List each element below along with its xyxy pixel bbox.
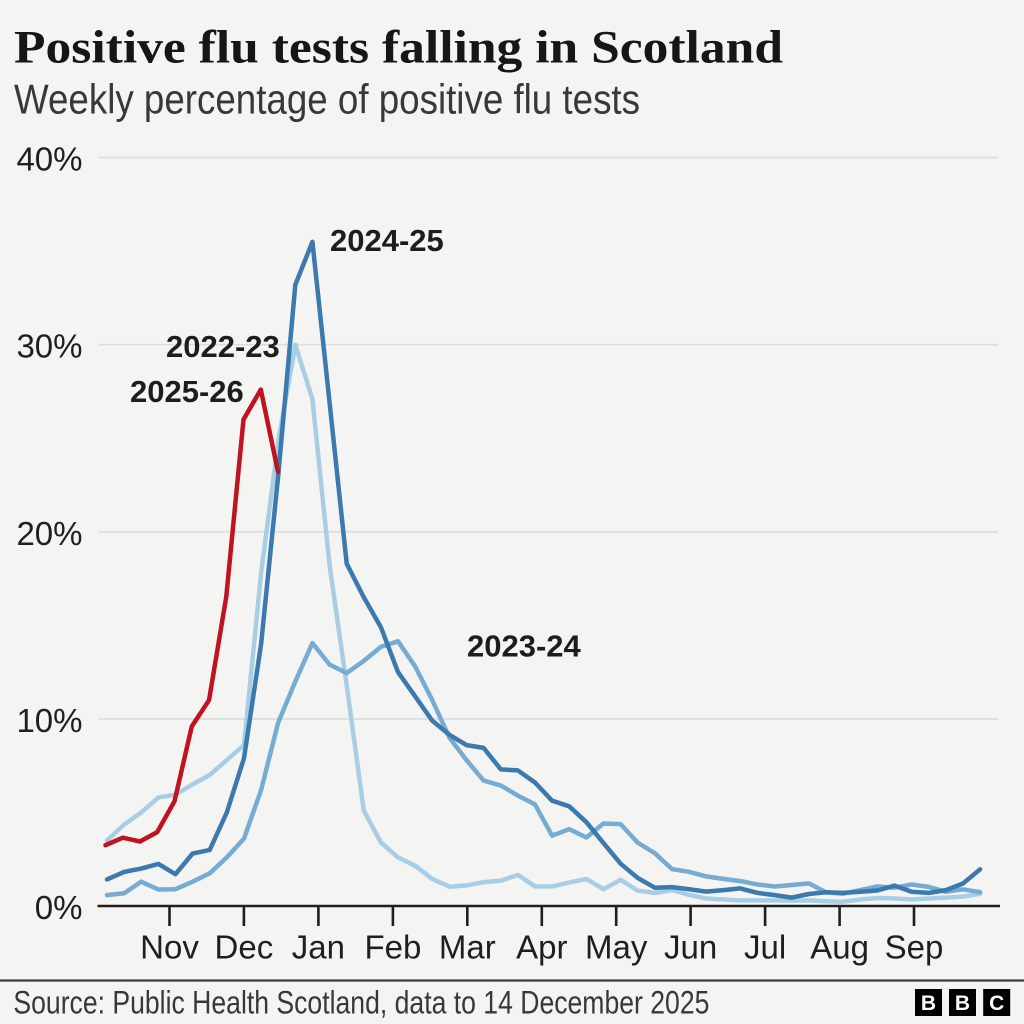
svg-text:Dec: Dec xyxy=(215,929,274,966)
svg-text:B: B xyxy=(921,992,936,1015)
svg-text:Sep: Sep xyxy=(885,929,944,966)
svg-text:2022-23: 2022-23 xyxy=(166,329,280,364)
svg-text:40%: 40% xyxy=(16,141,82,178)
svg-text:Source: Public Health Scotland: Source: Public Health Scotland, data to … xyxy=(13,985,709,1021)
svg-text:2025-26: 2025-26 xyxy=(130,374,244,409)
svg-text:2024-25: 2024-25 xyxy=(330,223,444,258)
svg-text:C: C xyxy=(989,992,1004,1015)
svg-text:Jan: Jan xyxy=(292,929,345,966)
svg-text:20%: 20% xyxy=(16,515,82,552)
svg-text:Feb: Feb xyxy=(364,929,421,966)
svg-text:30%: 30% xyxy=(16,328,82,365)
svg-text:Aug: Aug xyxy=(810,929,869,966)
svg-text:Mar: Mar xyxy=(439,929,496,966)
svg-text:May: May xyxy=(585,929,648,966)
svg-text:Positive flu tests falling in: Positive flu tests falling in Scotland xyxy=(14,22,783,74)
svg-text:Weekly percentage of positive: Weekly percentage of positive flu tests xyxy=(14,76,640,123)
svg-text:0%: 0% xyxy=(35,889,83,926)
svg-text:2023-24: 2023-24 xyxy=(467,629,582,664)
svg-text:Jul: Jul xyxy=(744,929,786,966)
svg-text:B: B xyxy=(955,992,970,1015)
svg-text:Nov: Nov xyxy=(140,929,199,966)
svg-text:10%: 10% xyxy=(16,702,82,739)
svg-text:Apr: Apr xyxy=(516,929,567,966)
svg-text:Jun: Jun xyxy=(664,929,717,966)
